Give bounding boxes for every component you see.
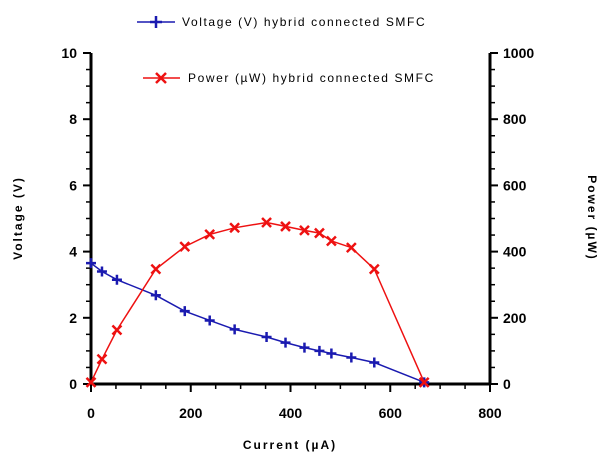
x-tick-label: 400	[279, 405, 303, 421]
y2-tick-label: 1000	[503, 45, 534, 61]
y-tick-label: 10	[61, 45, 77, 61]
legend-label-power: Power (µW) hybrid connected SMFC	[188, 71, 435, 85]
x-tick-label: 600	[379, 405, 403, 421]
data-point-1	[280, 221, 291, 232]
data-point-1	[326, 235, 337, 247]
data-point-1	[204, 229, 216, 240]
data-point-0	[150, 290, 161, 301]
x-axis-title: Current (µA)	[243, 438, 337, 452]
x-tick-label: 200	[179, 405, 203, 421]
x-tick-label: 0	[87, 405, 95, 421]
data-point-0	[346, 352, 357, 363]
data-point-1	[179, 241, 191, 253]
data-point-0	[204, 315, 215, 326]
data-point-1	[150, 263, 162, 275]
y2-tick-label: 600	[503, 177, 527, 193]
data-point-0	[314, 345, 325, 356]
data-point-1	[229, 222, 241, 234]
data-point-0	[261, 331, 272, 342]
data-point-1	[314, 227, 325, 239]
data-point-0	[299, 342, 310, 353]
y-axis-title: Voltage (V)	[11, 176, 25, 260]
data-point-0	[179, 306, 190, 317]
y2-tick-label: 800	[503, 111, 527, 127]
y-tick-label: 0	[69, 376, 77, 392]
data-point-1	[418, 376, 430, 388]
legend: Voltage (V) hybrid connected SMFC Power …	[137, 15, 435, 85]
legend-item-voltage: Voltage (V) hybrid connected SMFC	[137, 15, 426, 29]
legend-label-voltage: Voltage (V) hybrid connected SMFC	[182, 15, 426, 29]
data-point-1	[111, 324, 123, 336]
data-point-0	[111, 274, 122, 285]
y2-axis-title: Power (µW)	[585, 175, 599, 261]
y-tick-label: 4	[69, 244, 77, 260]
data-point-1	[368, 263, 380, 275]
y2-tick-label: 200	[503, 310, 527, 326]
data-point-1	[85, 376, 97, 388]
data-point-0	[86, 258, 96, 269]
y2-tick-label: 0	[503, 376, 511, 392]
legend-item-power: Power (µW) hybrid connected SMFC	[143, 71, 435, 85]
y2-tick-label: 400	[503, 244, 527, 260]
y-tick-label: 2	[69, 310, 77, 326]
plot-area	[85, 217, 430, 388]
y-tick-label: 6	[69, 177, 77, 193]
data-point-0	[280, 337, 291, 348]
data-point-1	[345, 242, 357, 254]
x-tick-label: 800	[478, 405, 502, 421]
data-point-0	[326, 348, 337, 359]
data-point-0	[96, 266, 107, 277]
data-point-0	[229, 324, 240, 335]
data-point-1	[261, 217, 272, 228]
data-point-1	[299, 225, 310, 236]
data-point-0	[369, 357, 380, 368]
data-point-1	[96, 353, 108, 365]
y-tick-label: 8	[69, 111, 77, 127]
